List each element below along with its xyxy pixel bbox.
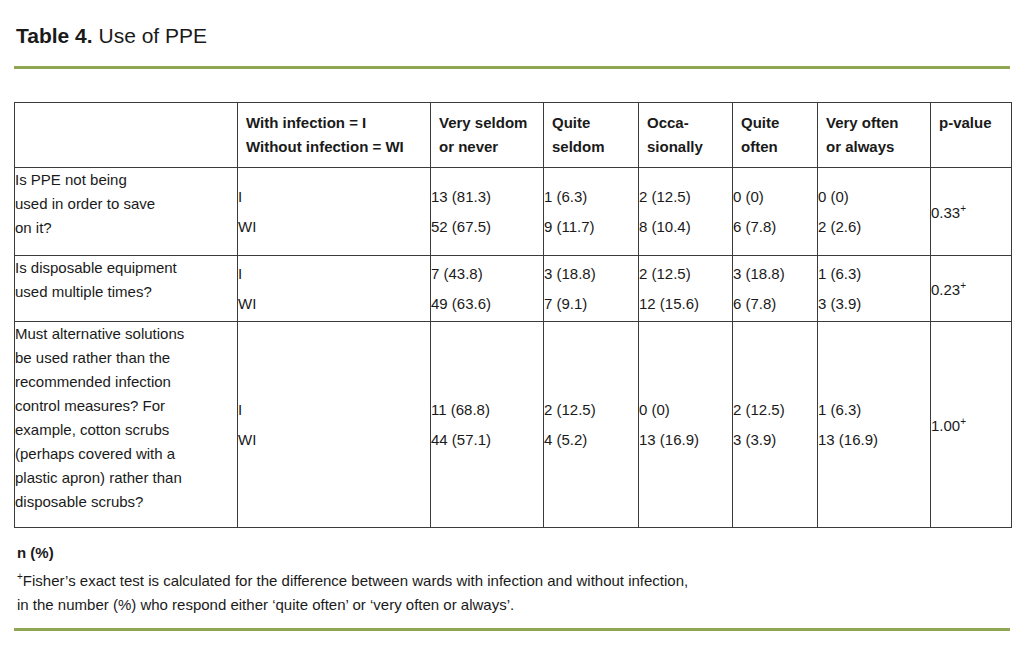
group-label-wi: WI [238, 425, 430, 455]
value-i: 7 (43.8) [431, 259, 543, 289]
group-label-wi: WI [238, 289, 430, 319]
value-wi: 9 (11.7) [544, 212, 638, 242]
value-cell: 1 (6.3) 3 (3.9) [818, 256, 931, 322]
table-row: Is disposable equipment used multiple ti… [15, 256, 1012, 322]
value-i: 3 (18.8) [544, 259, 638, 289]
value-wi: 12 (15.6) [639, 289, 732, 319]
header-cell-p-value: p-value [931, 103, 1012, 168]
footnote-fisher-line2: in the number (%) who respond either ‘qu… [17, 593, 1010, 617]
header-cell-very-seldom: Very seldom or never [431, 103, 544, 168]
header-cell-blank [15, 103, 238, 168]
group-label-i: I [238, 395, 430, 425]
group-label-wi: WI [238, 212, 430, 242]
footnote-fisher-line1: +Fisher’s exact test is calculated for t… [17, 565, 1010, 593]
p-value: 0.33 [931, 204, 960, 221]
value-wi: 4 (5.2) [544, 425, 638, 455]
header-cell-occasionally: Occa- sionally [639, 103, 733, 168]
value-wi: 6 (7.8) [733, 289, 817, 319]
value-cell: 0 (0) 13 (16.9) [639, 322, 733, 528]
p-value-cell: 0.33+ [931, 168, 1012, 256]
value-cell: 0 (0) 2 (2.6) [818, 168, 931, 256]
value-wi: 49 (63.6) [431, 289, 543, 319]
value-cell: 7 (43.8) 49 (63.6) [431, 256, 544, 322]
header-cell-infection-key: With infection = I Without infection = W… [238, 103, 431, 168]
value-i: 0 (0) [818, 182, 930, 212]
value-wi: 8 (10.4) [639, 212, 732, 242]
header-cell-quite-seldom: Quite seldom [544, 103, 639, 168]
p-value-cell: 0.23+ [931, 256, 1012, 322]
value-cell: 0 (0) 6 (7.8) [733, 168, 818, 256]
group-label-cell: I WI [238, 256, 431, 322]
group-label-cell: I WI [238, 322, 431, 528]
header-row: With infection = I Without infection = W… [15, 103, 1012, 168]
group-label-cell: I WI [238, 168, 431, 256]
value-cell: 2 (12.5) 8 (10.4) [639, 168, 733, 256]
value-i: 0 (0) [733, 182, 817, 212]
document-page: Table 4. Use of PPE With infection = I W… [0, 0, 1024, 617]
table-footnotes: n (%) +Fisher’s exact test is calculated… [17, 541, 1010, 617]
value-wi: 7 (9.1) [544, 289, 638, 319]
value-i: 1 (6.3) [544, 182, 638, 212]
value-i: 1 (6.3) [818, 395, 930, 425]
p-value: 0.23 [931, 281, 960, 298]
p-value-superscript: + [960, 280, 966, 291]
question-cell: Is PPE not being used in order to save o… [15, 168, 238, 256]
value-wi: 3 (3.9) [733, 425, 817, 455]
value-i: 11 (68.8) [431, 395, 543, 425]
value-i: 0 (0) [639, 395, 732, 425]
group-label-i: I [238, 182, 430, 212]
value-i: 2 (12.5) [639, 182, 732, 212]
value-i: 13 (81.3) [431, 182, 543, 212]
header-cell-very-often: Very often or always [818, 103, 931, 168]
question-cell: Must alternative solutions be used rathe… [15, 322, 238, 528]
value-wi: 13 (16.9) [818, 425, 930, 455]
value-i: 3 (18.8) [733, 259, 817, 289]
value-cell: 2 (12.5) 12 (15.6) [639, 256, 733, 322]
value-i: 2 (12.5) [733, 395, 817, 425]
value-wi: 2 (2.6) [818, 212, 930, 242]
footnote-n-percent: n (%) [17, 541, 1010, 565]
value-cell: 2 (12.5) 4 (5.2) [544, 322, 639, 528]
value-cell: 13 (81.3) 52 (67.5) [431, 168, 544, 256]
value-i: 2 (12.5) [639, 259, 732, 289]
value-wi: 6 (7.8) [733, 212, 817, 242]
p-value-superscript: + [960, 416, 966, 427]
p-value-superscript: + [960, 203, 966, 214]
value-cell: 11 (68.8) 44 (57.1) [431, 322, 544, 528]
table-row: Is PPE not being used in order to save o… [15, 168, 1012, 256]
table-caption: Use of PPE [93, 24, 207, 47]
value-i: 1 (6.3) [818, 259, 930, 289]
value-wi: 44 (57.1) [431, 425, 543, 455]
table-row: Must alternative solutions be used rathe… [15, 322, 1012, 528]
top-green-rule [14, 66, 1010, 69]
header-cell-quite-often: Quite often [733, 103, 818, 168]
value-wi: 52 (67.5) [431, 212, 543, 242]
ppe-table: With infection = I Without infection = W… [14, 102, 1012, 528]
value-cell: 2 (12.5) 3 (3.9) [733, 322, 818, 528]
value-cell: 1 (6.3) 13 (16.9) [818, 322, 931, 528]
bottom-green-rule [14, 628, 1010, 631]
question-cell: Is disposable equipment used multiple ti… [15, 256, 238, 322]
p-value: 1.00 [931, 417, 960, 434]
value-wi: 13 (16.9) [639, 425, 732, 455]
value-cell: 3 (18.8) 7 (9.1) [544, 256, 639, 322]
table-number-label: Table 4. [16, 24, 93, 47]
group-label-i: I [238, 259, 430, 289]
value-cell: 3 (18.8) 6 (7.8) [733, 256, 818, 322]
value-cell: 1 (6.3) 9 (11.7) [544, 168, 639, 256]
value-wi: 3 (3.9) [818, 289, 930, 319]
page-title: Table 4. Use of PPE [16, 22, 1010, 50]
value-i: 2 (12.5) [544, 395, 638, 425]
p-value-cell: 1.00+ [931, 322, 1012, 528]
